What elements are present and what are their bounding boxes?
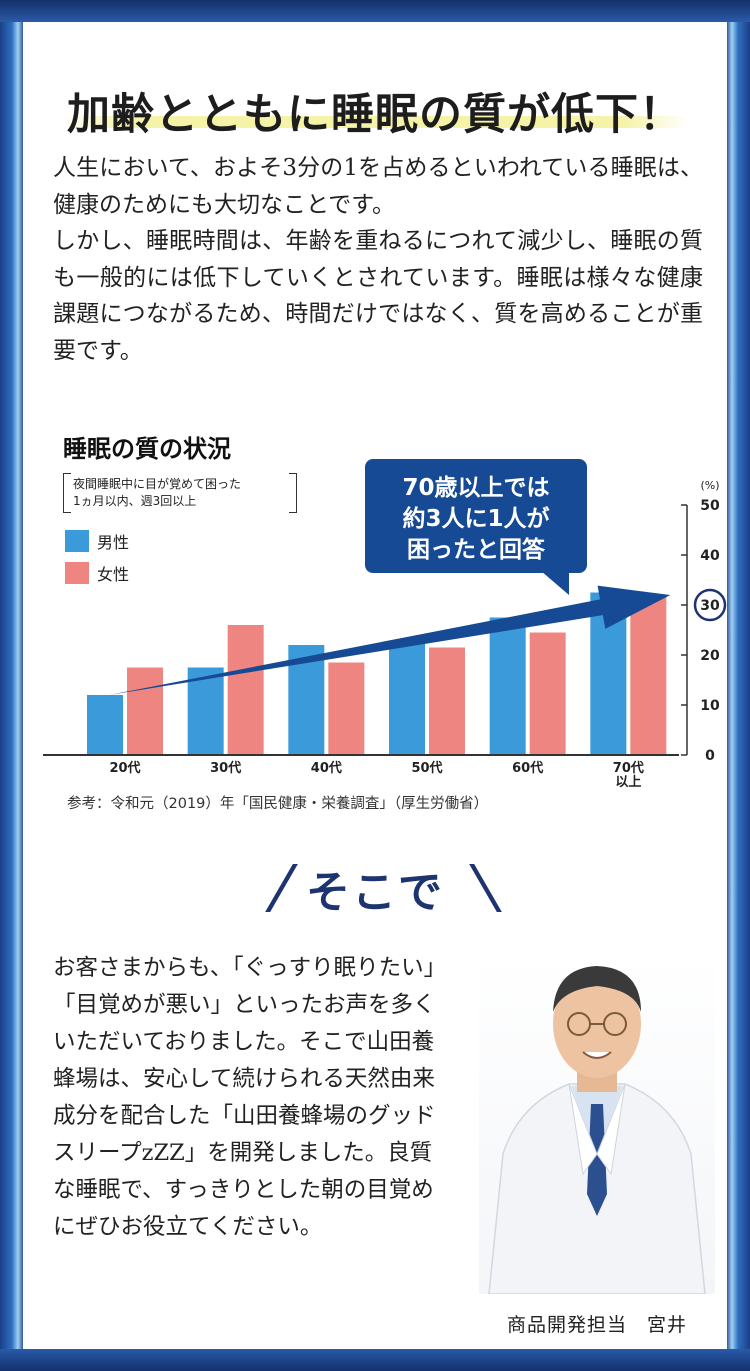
- bar-female-4: [529, 632, 566, 755]
- y-tick-label-50: 50: [700, 498, 720, 514]
- content-panel: 加齢とともに睡眠の質が低下！ 人生において、およそ3分の1を占めるといわれている…: [23, 22, 727, 1349]
- legend-label-male: 男性: [97, 533, 130, 552]
- sokode-heading: そこで: [23, 854, 727, 924]
- developer-message: お客さまからも、「ぐっすり眠りたい」「目覚めが悪い」といったお声を多くいただいて…: [53, 955, 436, 1240]
- y-tick-label-20: 20: [700, 648, 720, 664]
- heading-highlight: [63, 116, 687, 128]
- x-tick-label-0: 20代: [109, 760, 140, 776]
- bottom-frame-band: [0, 1349, 750, 1371]
- x-tick-label-5: 70代: [613, 760, 644, 776]
- callout-line-2: 約3人に1人が: [402, 506, 550, 532]
- y-unit-label: (%): [700, 479, 719, 492]
- bar-female-2: [328, 662, 365, 755]
- sokode-text: そこで: [306, 867, 444, 918]
- bar-male-4: [489, 617, 526, 755]
- x-tick-label-4: 60代: [512, 760, 543, 776]
- chart-legend: 男性 女性: [65, 525, 129, 589]
- y-tick-label-10: 10: [700, 698, 720, 714]
- bar-male-0: [87, 695, 123, 755]
- chart-source: 参考：令和元（2019）年「国民健康・栄養調査」（厚生労働省）: [67, 796, 489, 812]
- callout-line-3: 困ったと回答: [407, 537, 545, 563]
- legend-swatch-female: [65, 562, 89, 584]
- chart-title: 睡眠の質の状況: [63, 435, 231, 463]
- x-tick-label-3: 50代: [411, 760, 442, 776]
- y-tick-label-0: 0: [705, 748, 715, 764]
- bar-female-0: [127, 667, 163, 755]
- developer-photo: [479, 954, 715, 1294]
- y-tick-label-30: 30: [700, 598, 720, 614]
- bar-female-3: [429, 647, 465, 755]
- bar-male-3: [389, 642, 425, 755]
- legend-label-female: 女性: [97, 565, 130, 584]
- x-tick-label-5-line-1: 以上: [615, 775, 641, 790]
- legend-item-female: 女性: [65, 557, 129, 589]
- developer-caption: 商品開発担当 宮井: [506, 1314, 687, 1336]
- chart-condition: 夜間睡眠中に目が覚めて困った 1ヵ月以内、週3回以上: [63, 473, 297, 513]
- x-tick-label-2: 40代: [311, 760, 342, 776]
- y-tick-label-40: 40: [700, 548, 720, 564]
- sleep-quality-chart: 20代 30代 40代 50代 60代 70代 以上 0 10 20 30 40 50 (%) 睡眠の質の…: [43, 427, 727, 827]
- chart-condition-line-1: 夜間睡眠中に目が覚めて困った: [73, 477, 242, 491]
- intro-text: 人生において、およそ3分の1を占めるといわれている睡眠は、健康のためにも大切なこ…: [53, 150, 703, 369]
- trend-arrow: [109, 585, 671, 695]
- bar-male-1: [187, 667, 224, 755]
- x-tick-label-1: 30代: [210, 760, 241, 776]
- bar-female-1: [227, 625, 264, 755]
- legend-swatch-male: [65, 530, 89, 552]
- callout-line-1: 70歳以上では: [402, 475, 550, 501]
- legend-item-male: 男性: [65, 525, 129, 557]
- top-frame-band: [0, 0, 750, 22]
- page-title: 加齢とともに睡眠の質が低下！: [67, 90, 683, 140]
- intro-paragraph-1: 人生において、およそ3分の1を占めるといわれている睡眠は、健康のためにも大切なこ…: [53, 155, 703, 218]
- chart-callout: 70歳以上では 約3人に1人が 困ったと回答: [365, 459, 587, 595]
- bar-female-5: [630, 595, 667, 755]
- intro-paragraph-2: しかし、睡眠時間は、年齢を重ねるにつれて減少し、睡眠の質も一般的には低下していく…: [53, 228, 703, 364]
- chart-condition-line-2: 1ヵ月以内、週3回以上: [73, 494, 197, 508]
- highlight-circle: [693, 588, 727, 622]
